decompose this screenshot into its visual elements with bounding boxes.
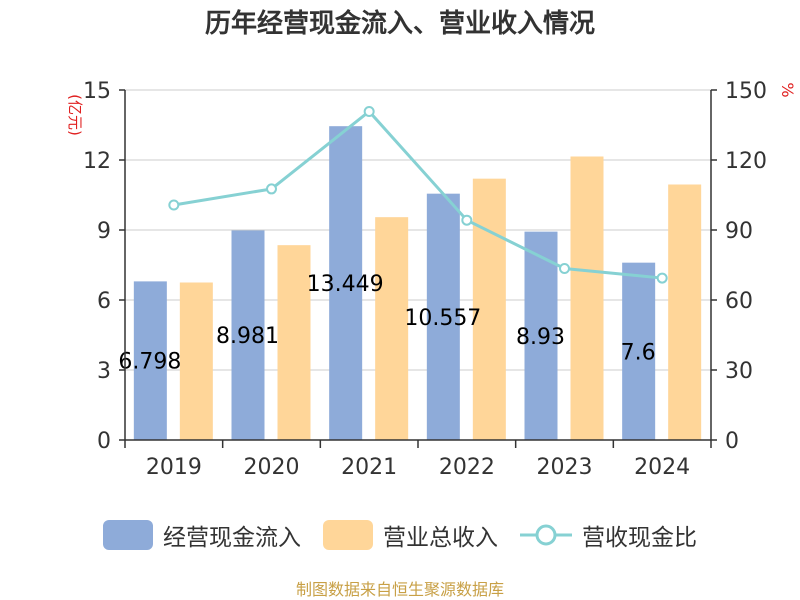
bar-cash-inflow: [426, 193, 460, 440]
y-tick-label: 3: [97, 359, 111, 384]
y2-tick-label: 0: [725, 429, 739, 454]
data-label-cash-inflow: 10.557: [404, 306, 481, 331]
ratio-point: [559, 263, 570, 274]
bar-revenue: [277, 245, 311, 440]
ratio-line-path: [173, 109, 663, 280]
bar-cash-inflow: [133, 281, 167, 440]
x-tick-label: 2019: [146, 455, 202, 480]
y-tick-label: 9: [97, 219, 111, 244]
legend-line-marker-icon: [520, 524, 572, 546]
bar-cash-inflow: [524, 231, 558, 440]
data-labels: 6.798 8.981 13.449 10.557 8.93 7.6: [118, 272, 655, 375]
y2-tick-label: 120: [725, 149, 767, 174]
bar-revenue: [472, 178, 506, 440]
x-tick-label: 2020: [244, 455, 300, 480]
x-tick-label: 2023: [537, 455, 593, 480]
bars: [133, 126, 702, 440]
legend-item-revenue[interactable]: 营业总收入: [323, 518, 498, 552]
y2-axis-title: %: [778, 82, 797, 97]
bar-cash-inflow: [622, 262, 656, 440]
ratio-point: [363, 105, 375, 117]
ratio-point: [168, 199, 180, 211]
data-label-cash-inflow: 8.981: [216, 324, 279, 349]
bar-revenue: [179, 282, 213, 440]
chart-title: 历年经营现金流入、营业收入情况: [204, 9, 595, 39]
y-tick-label: 0: [97, 429, 111, 454]
legend-label-ratio: 营收现金比: [582, 525, 697, 551]
legend-label-cash-inflow: 经营现金流入: [163, 525, 301, 551]
legend-label-revenue: 营业总收入: [383, 525, 498, 551]
data-label-cash-inflow: 6.798: [118, 350, 181, 375]
y-tick-label: 6: [97, 289, 111, 314]
x-tick-label: 2024: [634, 455, 690, 480]
legend-swatch-cash-inflow: [103, 520, 153, 550]
y-tick-label: 15: [83, 79, 111, 104]
y-tick-label: 12: [83, 149, 111, 174]
bar-cash-inflow: [329, 126, 363, 440]
bar-revenue: [375, 217, 409, 440]
x-tick-label: 2022: [439, 455, 495, 480]
bar-revenue: [668, 184, 702, 440]
ratio-line: [168, 105, 668, 284]
legend-swatch-revenue: [323, 520, 373, 550]
ratio-point: [461, 214, 473, 226]
data-label-cash-inflow: 13.449: [307, 272, 384, 297]
bar-revenue: [570, 156, 604, 440]
data-label-cash-inflow: 8.93: [516, 325, 565, 350]
ratio-point: [656, 272, 668, 284]
legend-item-cash-inflow[interactable]: 经营现金流入: [103, 518, 301, 552]
data-source-note: 制图数据来自恒生聚源数据库: [295, 580, 504, 599]
y2-tick-label: 30: [725, 359, 753, 384]
grid-lines: [125, 89, 711, 371]
bar-cash-inflow: [231, 230, 265, 440]
legend: 经营现金流入 营业总收入 营收现金比: [0, 515, 800, 555]
y2-tick-label: 150: [725, 79, 767, 104]
data-label-cash-inflow: 7.6: [621, 340, 656, 365]
legend-item-ratio[interactable]: 营收现金比: [520, 518, 697, 552]
y2-tick-label: 60: [725, 289, 753, 314]
y-axis-title: (亿元): [66, 94, 84, 136]
y2-tick-label: 90: [725, 219, 753, 244]
ratio-point: [266, 183, 277, 195]
x-tick-label: 2021: [341, 455, 397, 480]
